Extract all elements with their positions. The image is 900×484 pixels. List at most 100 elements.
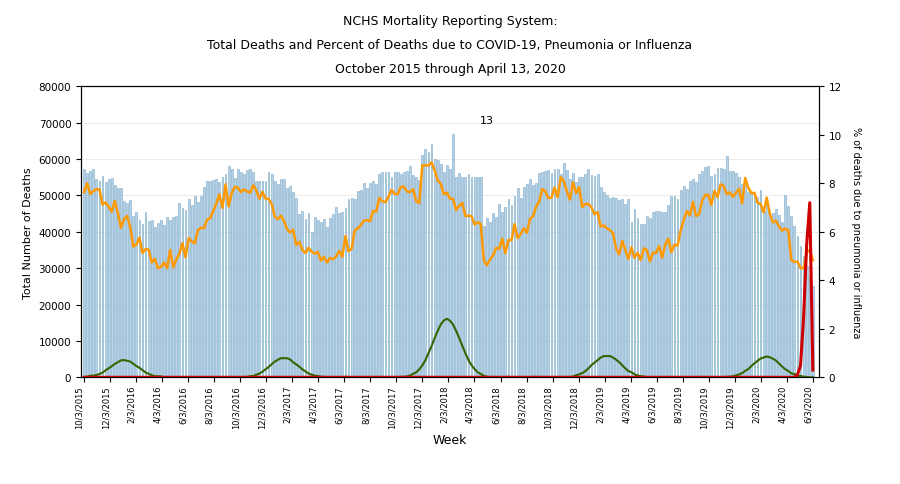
Bar: [130, 201, 131, 378]
Bar: [662, 212, 663, 378]
Bar: [400, 175, 401, 378]
Bar: [536, 183, 537, 378]
Bar: [425, 150, 427, 378]
Bar: [378, 175, 380, 378]
Bar: [698, 174, 700, 378]
Bar: [584, 175, 586, 378]
Bar: [462, 178, 464, 378]
Bar: [369, 184, 371, 378]
Bar: [418, 181, 420, 378]
Bar: [403, 173, 405, 378]
Bar: [486, 219, 488, 378]
Bar: [520, 198, 522, 378]
Bar: [292, 192, 294, 378]
Bar: [308, 213, 310, 378]
Bar: [769, 216, 770, 378]
Bar: [766, 204, 768, 378]
Bar: [806, 267, 807, 378]
Bar: [701, 172, 703, 378]
Bar: [799, 246, 802, 378]
Bar: [102, 176, 104, 378]
Bar: [501, 212, 503, 378]
Bar: [784, 196, 786, 378]
Bar: [809, 277, 811, 378]
Bar: [705, 168, 706, 378]
Bar: [176, 216, 177, 378]
Bar: [406, 171, 408, 378]
Bar: [230, 169, 232, 378]
Bar: [677, 199, 679, 378]
Bar: [135, 213, 138, 378]
Bar: [215, 179, 217, 378]
Bar: [495, 218, 497, 378]
Bar: [514, 196, 516, 378]
Bar: [277, 185, 279, 378]
Bar: [391, 177, 392, 378]
Bar: [664, 213, 666, 378]
Bar: [738, 178, 740, 378]
Text: 13: 13: [480, 116, 493, 125]
Bar: [477, 178, 479, 378]
Bar: [240, 173, 242, 378]
Bar: [449, 170, 451, 378]
Text: October 2015 through April 13, 2020: October 2015 through April 13, 2020: [335, 63, 565, 76]
Bar: [747, 192, 749, 378]
Bar: [609, 198, 611, 378]
Bar: [631, 222, 633, 378]
Bar: [154, 227, 156, 378]
Bar: [194, 197, 195, 378]
Bar: [258, 182, 260, 378]
Bar: [360, 191, 362, 378]
Bar: [597, 175, 598, 378]
Bar: [410, 166, 411, 378]
Bar: [720, 169, 722, 378]
Bar: [157, 224, 158, 378]
Bar: [729, 172, 731, 378]
Bar: [710, 177, 712, 378]
Bar: [320, 222, 322, 378]
Bar: [544, 172, 546, 378]
Text: NCHS Mortality Reporting System:: NCHS Mortality Reporting System:: [343, 15, 557, 28]
Bar: [523, 187, 525, 378]
Bar: [467, 175, 470, 378]
Bar: [329, 219, 331, 378]
Bar: [458, 174, 460, 378]
Bar: [692, 180, 694, 378]
Bar: [412, 175, 414, 378]
Bar: [652, 213, 654, 378]
Bar: [566, 171, 568, 378]
Bar: [289, 187, 291, 378]
Bar: [594, 177, 596, 378]
Bar: [658, 212, 660, 378]
Bar: [397, 172, 399, 378]
Bar: [234, 178, 236, 378]
Bar: [366, 188, 368, 378]
Bar: [108, 180, 110, 378]
Bar: [280, 179, 282, 378]
Bar: [796, 236, 798, 378]
Bar: [790, 216, 792, 378]
Bar: [673, 197, 675, 378]
Bar: [104, 182, 106, 378]
Bar: [603, 193, 605, 378]
Bar: [295, 199, 297, 378]
Bar: [680, 190, 681, 378]
Bar: [132, 216, 134, 378]
Bar: [707, 167, 709, 378]
Bar: [304, 219, 306, 378]
Bar: [384, 173, 386, 378]
Bar: [274, 182, 275, 378]
Bar: [581, 178, 583, 378]
Bar: [716, 168, 718, 378]
Bar: [354, 199, 356, 378]
Bar: [382, 173, 383, 378]
Bar: [111, 179, 112, 378]
Bar: [430, 145, 433, 378]
Bar: [114, 186, 116, 378]
Bar: [464, 178, 466, 378]
Bar: [615, 198, 617, 378]
Bar: [625, 205, 626, 378]
Bar: [338, 214, 340, 378]
Bar: [569, 180, 571, 378]
Bar: [182, 209, 184, 378]
